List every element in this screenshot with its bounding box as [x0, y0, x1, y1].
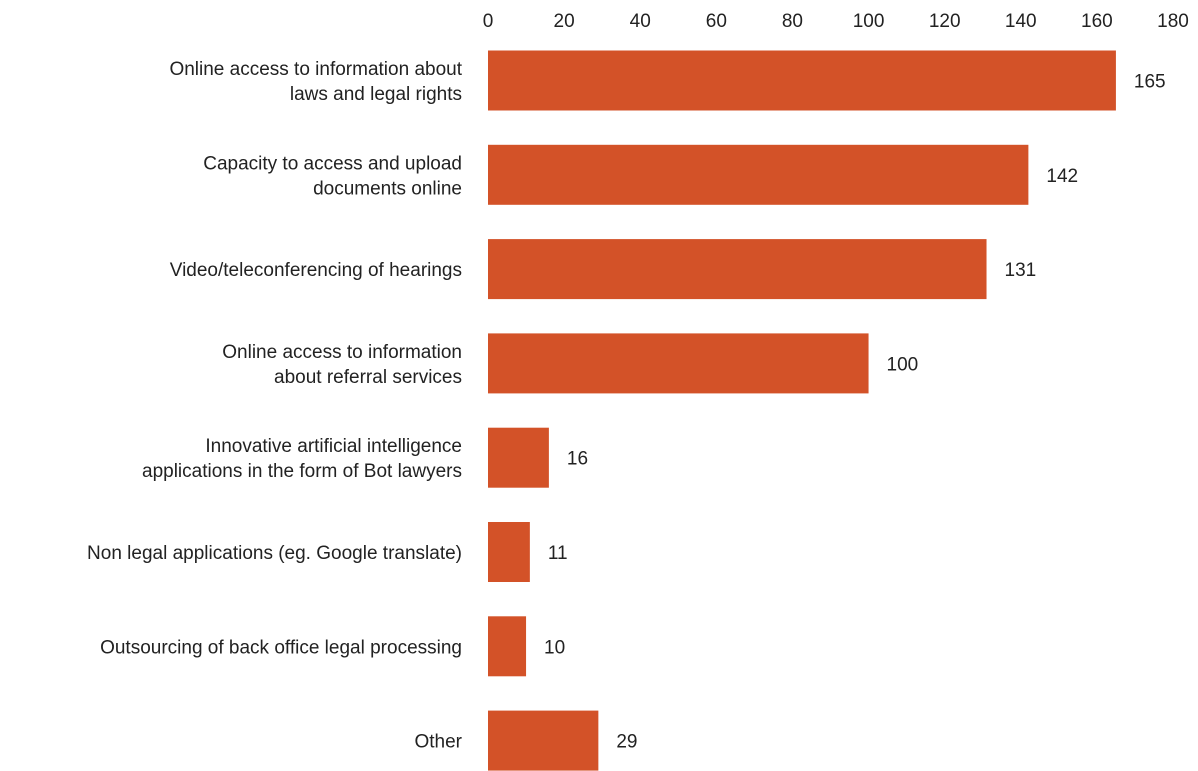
- bar-value-label: 165: [1134, 72, 1166, 93]
- x-tick-label: 140: [1005, 11, 1037, 32]
- bar-value-label: 142: [1046, 166, 1078, 187]
- bar: [488, 144, 1029, 205]
- category-label: Outsourcing of back office legal process…: [100, 637, 462, 658]
- bar-value-label: 16: [567, 449, 588, 470]
- bar: [488, 239, 987, 300]
- bar-value-label: 29: [616, 732, 637, 753]
- bar: [488, 427, 549, 488]
- category-label: documents online: [313, 178, 462, 199]
- category-label: Online access to information about: [169, 59, 462, 80]
- value-labels: 165 142 131 100 16 11 10 29: [544, 72, 1166, 753]
- x-tick-label: 80: [782, 11, 803, 32]
- bar: [488, 616, 527, 677]
- bar: [488, 333, 869, 394]
- x-tick-label: 40: [630, 11, 651, 32]
- category-labels: Online access to information about laws a…: [87, 59, 463, 753]
- category-label: Other: [414, 732, 462, 753]
- x-axis-ticks: 0 20 40 60 80 100 120 140 160 180: [483, 11, 1189, 32]
- x-tick-label: 120: [929, 11, 961, 32]
- x-tick-label: 160: [1081, 11, 1113, 32]
- bars: [488, 50, 1116, 771]
- x-tick-label: 180: [1157, 11, 1189, 32]
- bar-value-label: 100: [887, 354, 919, 375]
- category-label: Online access to information: [222, 342, 462, 363]
- bar-value-label: 131: [1005, 260, 1037, 281]
- category-label: Non legal applications (eg. Google trans…: [87, 543, 462, 564]
- category-label: about referral services: [274, 367, 462, 388]
- bar-value-label: 11: [548, 543, 568, 564]
- bar: [488, 50, 1116, 111]
- x-tick-label: 0: [483, 11, 494, 32]
- x-tick-label: 60: [706, 11, 727, 32]
- bar-value-label: 10: [544, 637, 565, 658]
- category-label: applications in the form of Bot lawyers: [142, 461, 462, 482]
- x-tick-label: 100: [853, 11, 885, 32]
- category-label: laws and legal rights: [290, 84, 462, 105]
- x-tick-label: 20: [554, 11, 575, 32]
- category-label: Video/teleconferencing of hearings: [170, 260, 462, 281]
- category-label: Capacity to access and upload: [203, 153, 462, 174]
- bar: [488, 710, 599, 771]
- bar: [488, 522, 530, 582]
- category-label: Innovative artificial intelligence: [205, 436, 462, 457]
